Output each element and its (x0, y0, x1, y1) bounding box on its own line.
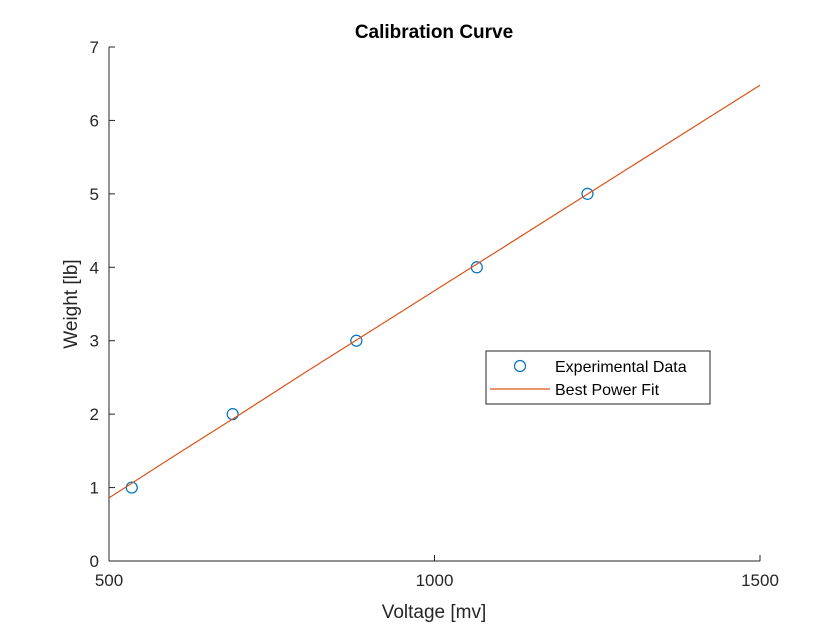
y-tick-label: 0 (90, 552, 99, 571)
x-tick-label: 1000 (416, 571, 454, 590)
y-tick-label: 3 (90, 332, 99, 351)
x-axis-label: Voltage [mv] (382, 602, 487, 623)
series-line-best-power-fit (108, 84, 761, 499)
y-tick-label: 4 (90, 258, 99, 277)
data-point-experimental (125, 481, 138, 494)
x-tick-label: 1500 (741, 571, 779, 590)
y-tick-label: 2 (90, 405, 99, 424)
y-tick-label: 5 (90, 185, 99, 204)
legend-label-fit: Best Power Fit (555, 382, 660, 399)
x-tick-label: 500 (95, 571, 123, 590)
data-point-experimental (226, 408, 239, 421)
data-point-experimental (350, 334, 363, 347)
legend-marker-experimental (513, 359, 527, 373)
plot-area: 500 1000 1500 0 1 2 3 4 5 6 7 (90, 38, 779, 590)
legend: Experimental Data Best Power Fit (485, 350, 711, 405)
legend-label-experimental: Experimental Data (555, 359, 687, 376)
y-axis-label: Weight [lb] (61, 259, 82, 348)
legend-box (485, 350, 711, 405)
y-tick-label: 1 (90, 479, 99, 498)
data-point-experimental (581, 187, 594, 200)
y-tick-label: 6 (90, 111, 99, 130)
y-tick-label: 7 (90, 38, 99, 57)
chart-title: Calibration Curve (355, 22, 513, 43)
